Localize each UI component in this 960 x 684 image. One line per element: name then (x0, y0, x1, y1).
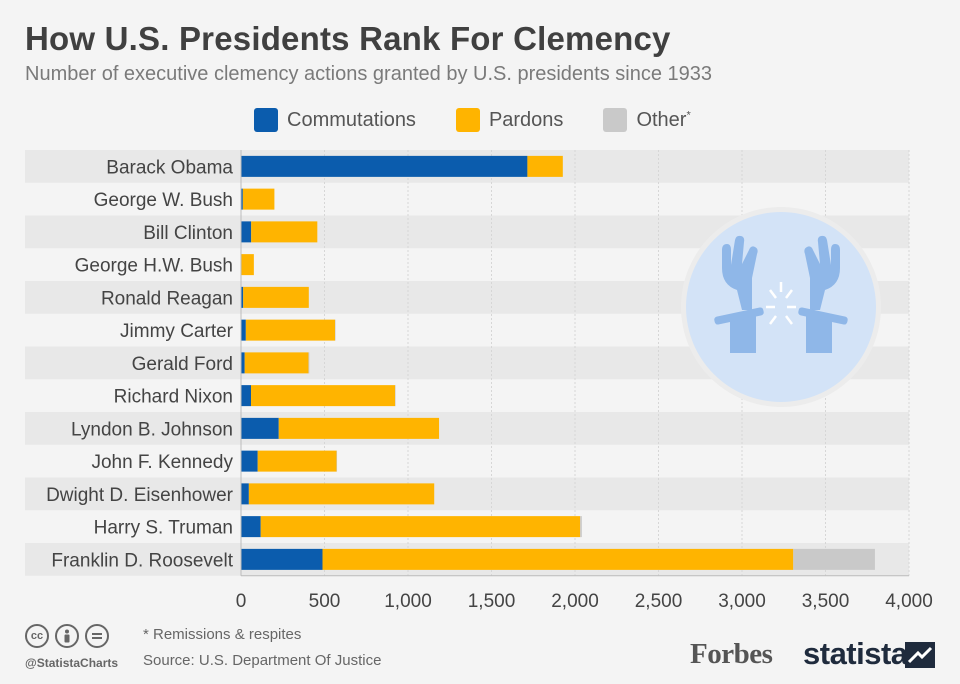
bar-other (336, 450, 338, 472)
bar-pardons (248, 483, 435, 505)
category-label: George H.W. Bush (75, 256, 233, 277)
creative-commons-icon: cc (25, 624, 49, 648)
bar-pardons (241, 254, 254, 276)
chart-title: How U.S. Presidents Rank For Clemency (25, 20, 671, 57)
legend-label-pardons: Pardons (488, 108, 564, 131)
bar-commutations (241, 286, 244, 308)
bar-pardons (257, 450, 337, 472)
x-tick-label: 4,000 (885, 591, 933, 610)
legend-item-other: Other* (603, 108, 691, 132)
bar-commutations (241, 483, 249, 505)
x-tick-label: 500 (309, 591, 341, 610)
x-tick-label: 0 (236, 591, 247, 610)
category-label: Bill Clinton (143, 223, 233, 244)
x-tick-label: 2,500 (635, 591, 683, 610)
bar-pardons (245, 319, 336, 341)
attribution-icon (55, 624, 79, 648)
legend-swatch-other (603, 108, 628, 132)
source-note: Source: U.S. Department Of Justice (143, 652, 382, 669)
forbes-logo[interactable]: Forbes (690, 638, 773, 670)
row-band (25, 412, 909, 445)
statista-logo-icon (905, 642, 935, 668)
bar-pardons (242, 188, 275, 210)
category-label: Lyndon B. Johnson (71, 419, 233, 440)
bar-commutations (241, 548, 323, 570)
category-label: Dwight D. Eisenhower (46, 485, 234, 506)
category-label: George W. Bush (94, 190, 233, 211)
bar-commutations (241, 417, 279, 439)
bar-pardons (322, 548, 794, 570)
category-label: Ronald Reagan (101, 288, 233, 309)
bar-pardons (527, 155, 563, 177)
bar-other (580, 516, 582, 538)
no-derivatives-icon (85, 624, 109, 648)
bar-commutations (241, 450, 258, 472)
bar-pardons (251, 221, 318, 243)
bar-pardons (260, 516, 581, 538)
category-label: John F. Kennedy (91, 452, 233, 473)
x-tick-label: 3,000 (718, 591, 766, 610)
bar-other (335, 319, 336, 341)
broken-handcuffs-icon (681, 207, 881, 407)
bar-commutations (241, 352, 245, 374)
chart-subtitle: Number of executive clemency actions gra… (25, 63, 713, 85)
legend-item-commutations: Commutations (254, 108, 416, 132)
legend-label-commutations: Commutations (287, 108, 416, 131)
bar-chart: Barack Obama George W. Bush Bill Clinton Ge… (25, 150, 933, 610)
bar-other (793, 548, 875, 570)
bar-pardons (243, 286, 309, 308)
bar-pardons (278, 417, 440, 439)
bar-commutations (241, 385, 252, 407)
bar-other (308, 352, 310, 374)
license-icons: cc (25, 624, 109, 648)
bar-commutations (241, 155, 528, 177)
category-label: Jimmy Carter (120, 321, 234, 342)
bar-commutations (241, 516, 261, 538)
legend-item-pardons: Pardons (455, 108, 564, 132)
legend-label-other-text: Other (636, 108, 687, 131)
x-tick-label: 1,000 (384, 591, 432, 610)
bar-other (395, 385, 396, 407)
statista-handle[interactable]: @StatistaCharts (25, 656, 119, 670)
statista-logo-text[interactable]: statista (803, 636, 908, 671)
row-band (25, 477, 909, 511)
bar-commutations (241, 221, 252, 243)
chart-legend: Commutations Pardons Other* (254, 108, 731, 132)
category-label: Gerald Ford (132, 354, 233, 375)
legend-label-other: Other* (636, 109, 690, 132)
legend-swatch-pardons (455, 108, 480, 132)
legend-footnote-mark: * (686, 108, 691, 121)
category-label: Barack Obama (106, 157, 233, 178)
x-tick-label: 2,000 (551, 591, 599, 610)
footnote: * Remissions & respites (143, 626, 302, 643)
legend-swatch-commutations (254, 108, 278, 132)
category-label: Franklin D. Roosevelt (51, 550, 233, 571)
bar-commutations (241, 319, 246, 341)
bar-pardons (251, 385, 396, 407)
category-label: Harry S. Truman (94, 518, 233, 539)
x-tick-label: 3,500 (802, 591, 850, 610)
x-tick-label: 1,500 (468, 591, 516, 610)
bar-commutations (241, 188, 243, 210)
category-label: Richard Nixon (114, 387, 233, 408)
bar-pardons (244, 352, 309, 374)
